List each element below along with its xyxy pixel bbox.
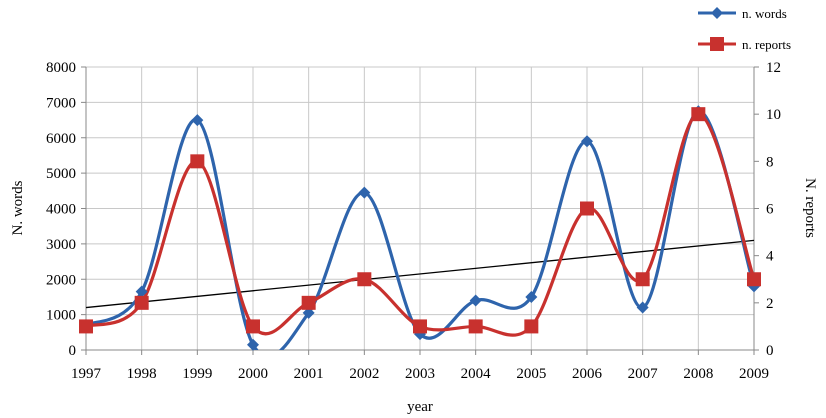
data-point-words [135,285,148,298]
y-right-tick-label: 12 [766,60,781,76]
legend: n. words n. reports [698,6,791,52]
legend-label-words: n. words [742,6,787,21]
y-left-tick-label: 2000 [46,272,76,288]
series-layer [79,105,761,351]
data-point-words [581,135,593,148]
data-point-words [247,338,259,351]
y-left-tick-label: 1000 [46,308,76,324]
data-point-words [469,294,482,307]
data-point-reports [301,295,316,310]
y-left-tick-label: 0 [69,343,77,359]
data-point-reports [357,272,372,287]
x-tick-label: 2005 [516,366,546,382]
y-left-tick-label: 7000 [46,95,76,111]
x-tick-label: 2006 [572,366,603,382]
tick-layer: 0 1000 2000 3000 4000 5000 6000 7000 8000 1997 199… [46,60,781,382]
axis-layer [81,66,759,355]
data-point-reports [691,107,706,122]
y-left-tick-label: 5000 [46,166,76,182]
trendline [85,239,755,309]
data-point-reports [580,201,594,216]
y-right-tick-label: 10 [766,107,781,123]
data-point-reports [524,319,539,334]
y-left-tick-label: 6000 [46,131,76,147]
x-tick-label: 2003 [405,366,435,382]
y-left-tick-label: 8000 [46,60,76,76]
x-tick-label: 2007 [628,366,659,382]
x-tick-label: 1998 [127,366,157,382]
y-left-tick-label: 3000 [46,237,76,253]
x-tick-label: 2009 [739,366,769,382]
x-tick-label: 1999 [182,366,212,382]
data-point-reports [246,319,260,334]
data-point-reports [134,295,149,310]
legend-label-reports: n. reports [742,37,791,52]
x-tick-label: 2000 [238,366,268,382]
x-tick-label: 2001 [294,366,324,382]
data-point-words [636,301,649,314]
y-axis-right-title: N. reports [802,178,818,238]
data-point-reports [413,319,427,334]
grid-layer [85,66,755,351]
x-tick-label: 1997 [71,366,102,382]
data-point-reports [190,154,205,169]
y-right-tick-label: 2 [766,296,774,312]
y-left-tick-label: 4000 [46,202,76,218]
data-point-words [358,186,371,199]
y-axis-left-title: N. words [10,180,26,235]
data-point-reports [635,272,650,287]
data-point-reports [468,319,483,334]
data-point-words [191,114,204,127]
y-right-tick-label: 6 [766,202,774,218]
x-axis-title: year [407,399,433,415]
x-tick-label: 2002 [349,366,379,382]
x-tick-label: 2008 [683,366,713,382]
data-point-words [302,306,315,319]
x-tick-label: 2004 [461,366,492,382]
y-right-tick-label: 0 [766,343,774,359]
data-point-words [525,290,538,303]
data-point-reports [79,319,93,334]
legend-item-reports: n. reports [698,37,791,52]
y-right-tick-label: 8 [766,154,774,170]
data-point-reports [747,272,761,287]
y-right-tick-label: 4 [766,249,774,265]
legend-item-words: n. words [698,6,787,21]
